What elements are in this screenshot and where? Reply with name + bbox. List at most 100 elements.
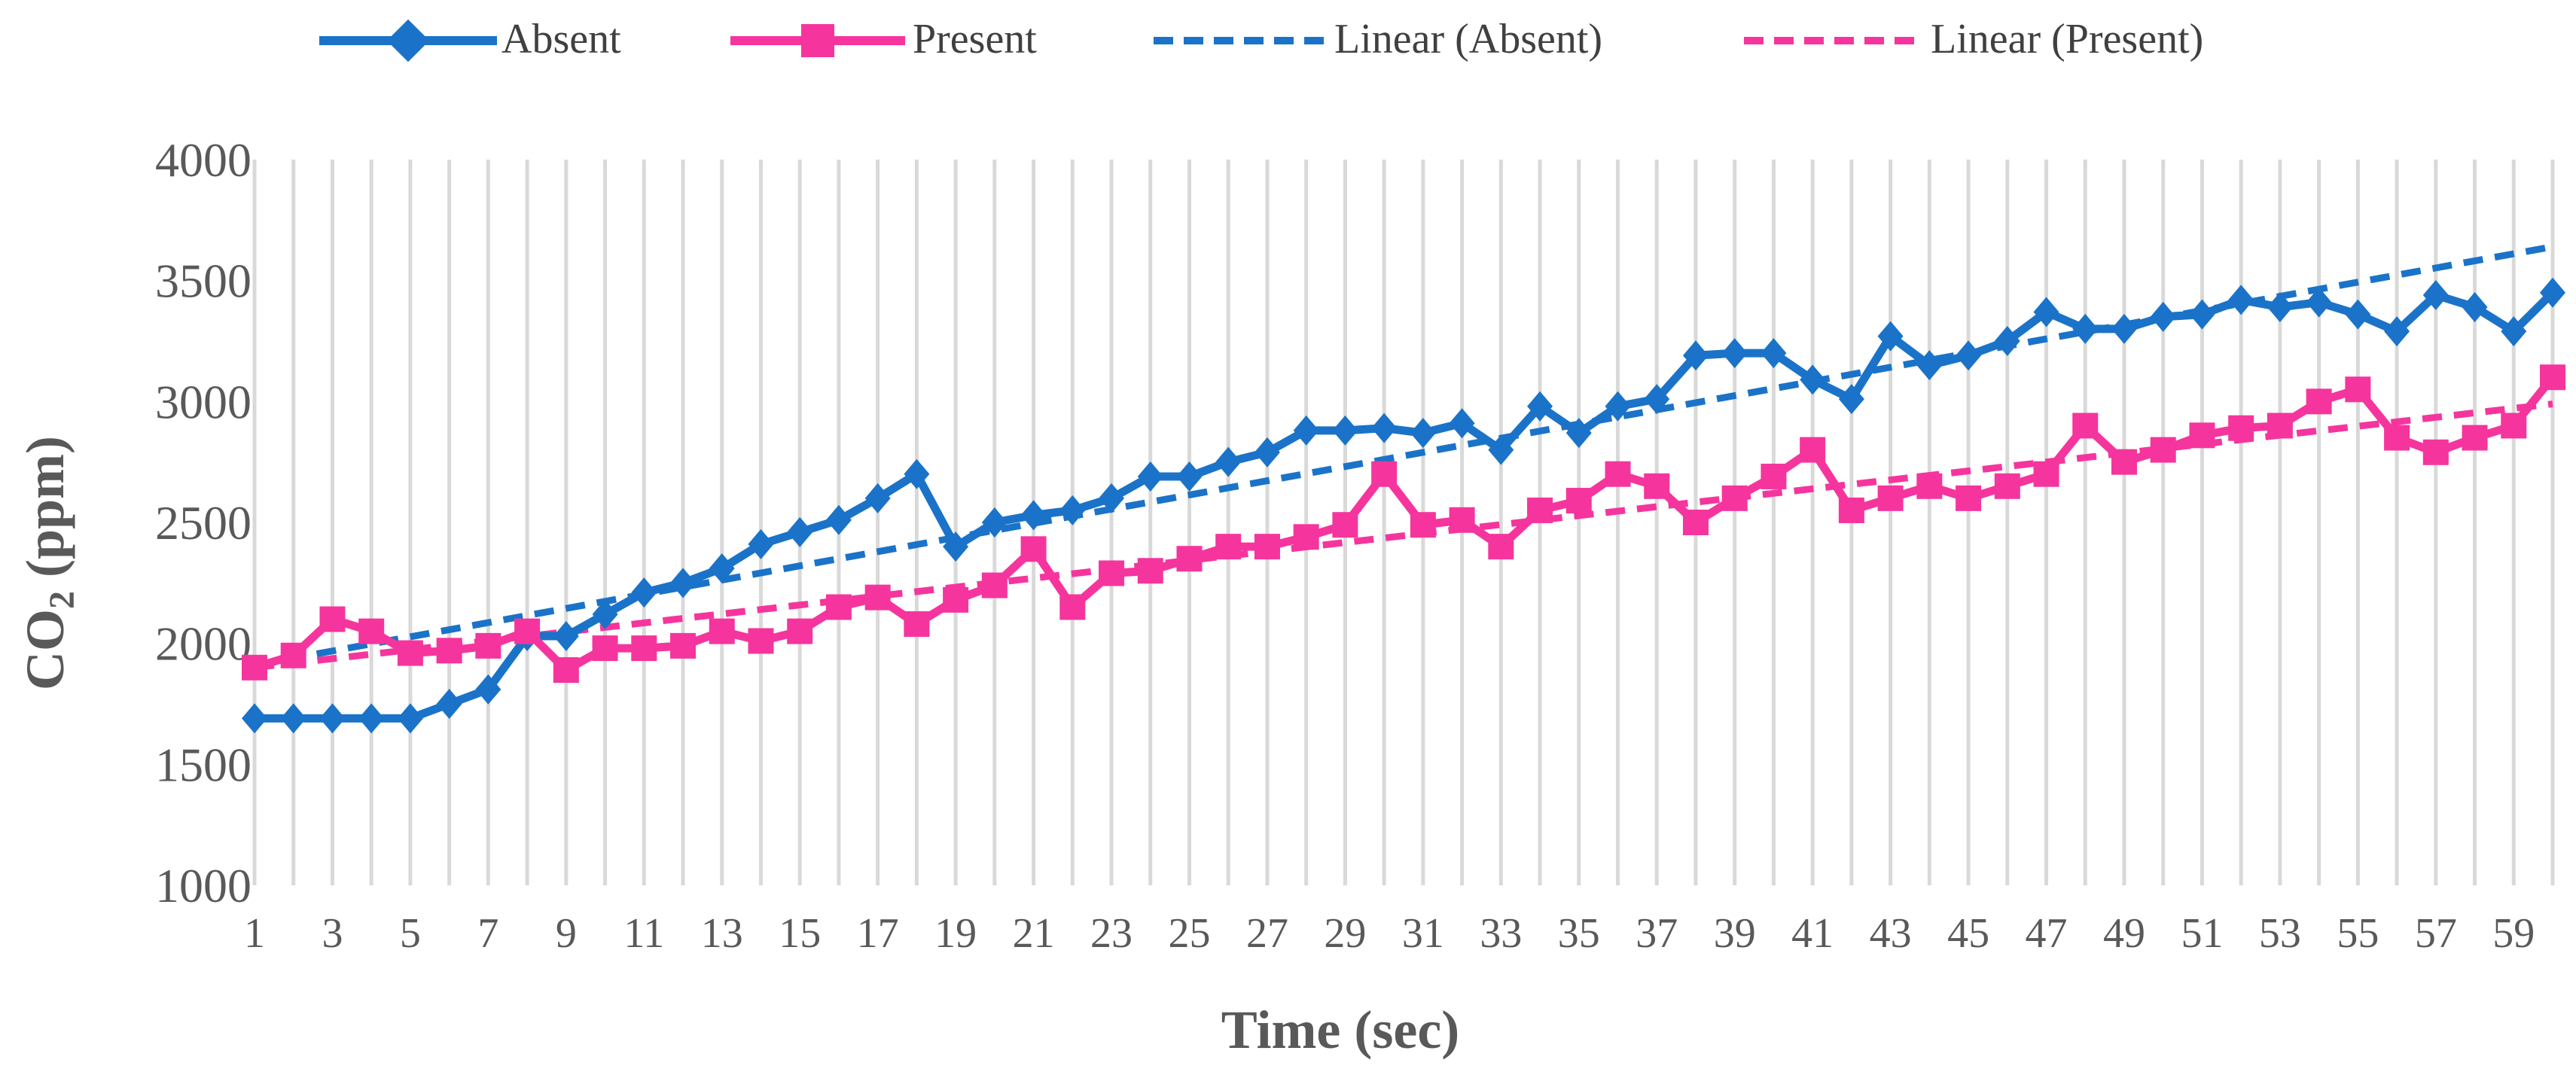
point-present-24 <box>1137 558 1163 584</box>
point-present-29 <box>1332 512 1358 538</box>
point-absent-13 <box>709 553 735 584</box>
point-present-7 <box>475 632 501 659</box>
point-absent-2 <box>280 703 306 734</box>
point-present-13 <box>709 618 735 644</box>
x-tick-5: 5 <box>400 910 421 957</box>
x-tick-51: 51 <box>2181 910 2223 957</box>
point-present-20 <box>981 572 1008 598</box>
legend-item-present: Present <box>730 16 1037 62</box>
x-axis-title: Time (sec) <box>1221 1000 1460 1060</box>
point-present-44 <box>1916 473 1943 499</box>
point-absent-12 <box>670 568 697 598</box>
point-present-16 <box>825 594 852 620</box>
point-absent-52 <box>2228 285 2254 315</box>
y-tick-4000: 4000 <box>155 133 252 187</box>
point-absent-1 <box>242 703 267 734</box>
x-tick-27: 27 <box>1246 910 1288 957</box>
x-tick-47: 47 <box>2026 910 2068 957</box>
point-present-11 <box>631 635 657 662</box>
point-absent-10 <box>592 599 618 630</box>
y-tick-2000: 2000 <box>155 617 252 671</box>
x-tick-59: 59 <box>2492 910 2535 957</box>
legend-item-linear-absent: Linear (Absent) <box>1154 16 1602 62</box>
point-absent-17 <box>864 483 891 513</box>
point-absent-34 <box>1527 391 1553 422</box>
x-tick-7: 7 <box>477 910 498 957</box>
x-axis-ticks: 1 3 5 7 9 11 13 15 17 19 21 23 25 27 29 31 33 35 37 39 41 43 4… <box>244 910 2535 957</box>
point-absent-50 <box>2150 301 2176 332</box>
point-present-39 <box>1721 485 1748 511</box>
x-tick-53: 53 <box>2259 910 2301 957</box>
point-absent-19 <box>943 531 969 562</box>
point-absent-60 <box>2540 277 2565 308</box>
point-present-40 <box>1761 463 1787 489</box>
point-present-33 <box>1488 534 1514 560</box>
point-absent-20 <box>981 507 1008 538</box>
x-tick-57: 57 <box>2415 910 2457 957</box>
point-present-5 <box>397 640 423 666</box>
point-absent-57 <box>2422 279 2449 310</box>
x-tick-29: 29 <box>1324 910 1366 957</box>
legend-label-absent: Absent <box>501 16 621 62</box>
point-absent-9 <box>553 621 579 652</box>
point-absent-40 <box>1761 338 1787 369</box>
point-present-57 <box>2422 439 2449 465</box>
point-present-27 <box>1254 534 1280 560</box>
point-present-4 <box>358 618 385 644</box>
legend-item-absent: Absent <box>319 16 621 62</box>
point-absent-39 <box>1721 338 1748 369</box>
y-tick-2500: 2500 <box>155 496 252 550</box>
point-present-52 <box>2228 415 2254 441</box>
point-absent-47 <box>2033 297 2059 327</box>
point-present-8 <box>514 618 541 644</box>
point-present-56 <box>2384 425 2410 451</box>
point-absent-29 <box>1332 415 1358 446</box>
point-absent-59 <box>2501 316 2527 347</box>
x-tick-11: 11 <box>623 910 664 957</box>
point-present-23 <box>1099 560 1125 586</box>
point-present-36 <box>1605 461 1631 487</box>
point-absent-5 <box>397 703 423 734</box>
point-present-55 <box>2345 376 2371 403</box>
point-absent-6 <box>436 689 462 719</box>
y-tick-1000: 1000 <box>155 859 252 912</box>
point-present-54 <box>2306 388 2332 415</box>
series-absent <box>242 277 2565 734</box>
x-tick-31: 31 <box>1402 910 1444 957</box>
y-tick-1500: 1500 <box>155 738 252 791</box>
point-absent-41 <box>1800 364 1826 395</box>
point-absent-3 <box>319 703 346 734</box>
point-present-38 <box>1682 510 1709 535</box>
series-present <box>242 364 2565 684</box>
x-tick-43: 43 <box>1870 910 1912 957</box>
point-absent-4 <box>358 703 385 734</box>
point-absent-15 <box>787 516 813 547</box>
point-present-51 <box>2189 422 2215 449</box>
point-absent-45 <box>1956 340 1982 371</box>
point-absent-37 <box>1644 384 1670 415</box>
x-tick-17: 17 <box>857 910 899 957</box>
point-absent-27 <box>1254 437 1280 467</box>
point-absent-23 <box>1099 483 1125 513</box>
point-present-50 <box>2150 437 2176 463</box>
point-absent-48 <box>2072 313 2099 344</box>
point-present-37 <box>1644 473 1670 499</box>
point-absent-54 <box>2306 287 2332 318</box>
x-tick-33: 33 <box>1480 910 1522 957</box>
point-present-17 <box>864 584 891 611</box>
point-present-34 <box>1527 497 1553 523</box>
legend-label-linear-present: Linear (Present) <box>1931 16 2203 62</box>
point-present-48 <box>2072 413 2099 439</box>
x-tick-25: 25 <box>1168 910 1210 957</box>
x-tick-35: 35 <box>1558 910 1600 957</box>
x-tick-3: 3 <box>322 910 343 957</box>
point-absent-56 <box>2384 316 2410 347</box>
point-absent-21 <box>1020 500 1047 531</box>
point-present-1 <box>242 654 267 681</box>
point-absent-51 <box>2189 299 2215 330</box>
point-absent-25 <box>1176 461 1203 492</box>
point-present-28 <box>1293 524 1319 550</box>
point-present-45 <box>1956 485 1982 511</box>
point-absent-7 <box>475 674 501 705</box>
